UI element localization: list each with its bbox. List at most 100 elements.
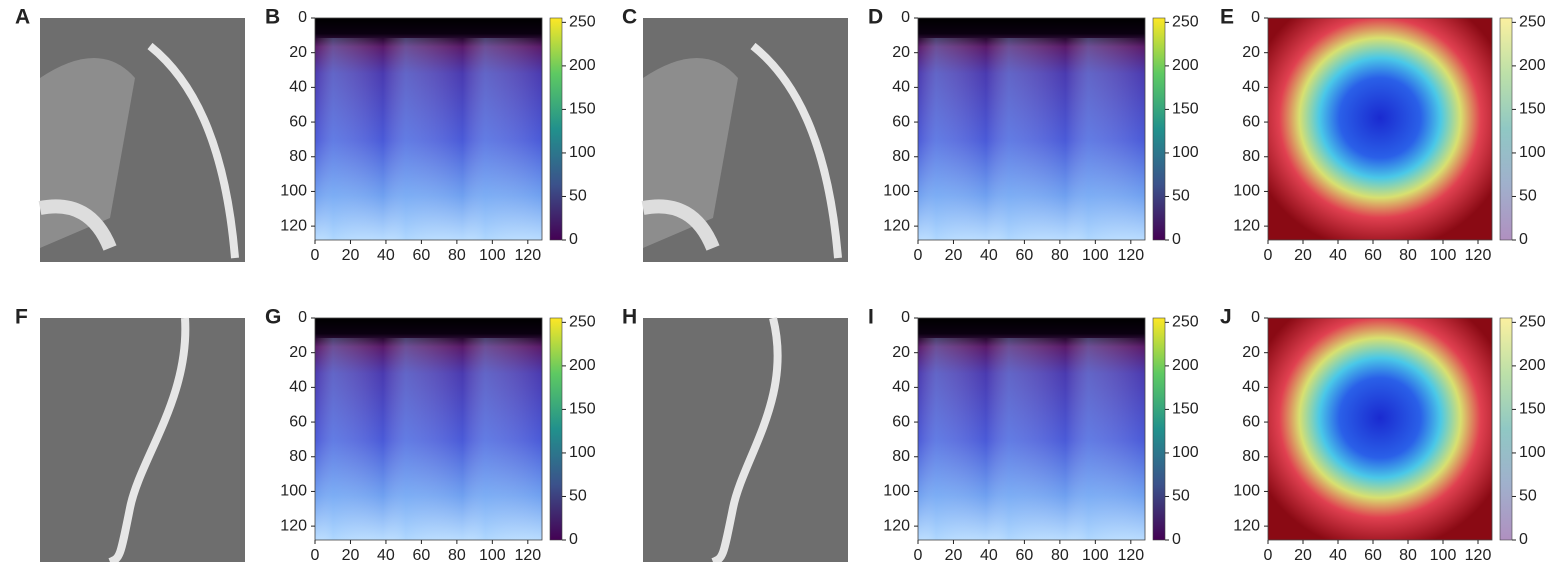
x-tick-label: 80 — [1051, 547, 1069, 562]
x-tick-label: 0 — [311, 547, 320, 562]
x-tick-label: 80 — [448, 547, 466, 562]
x-tick-label: 20 — [945, 247, 963, 264]
colorbar-tick-label: 100 — [1172, 444, 1199, 461]
y-tick-label: 120 — [1233, 217, 1260, 234]
x-tick-label: 40 — [1329, 547, 1347, 562]
y-tick-label: 40 — [289, 79, 307, 96]
x-tick-label: 100 — [1430, 547, 1457, 562]
y-tick-label: 80 — [1242, 448, 1260, 465]
y-tick-label: 80 — [892, 148, 910, 165]
y-tick-label: 120 — [1233, 517, 1260, 534]
grayscale-image — [38, 18, 245, 262]
y-tick-label: 20 — [892, 344, 910, 361]
x-tick-label: 120 — [1117, 547, 1144, 562]
y-tick-label: 40 — [289, 379, 307, 396]
heatmap — [1268, 318, 1492, 540]
vessel — [108, 317, 190, 562]
x-tick-label: 40 — [377, 247, 395, 264]
colorbar-tick-label: 0 — [1172, 531, 1181, 548]
image-bg — [40, 318, 245, 562]
colorbar-tick-label: 250 — [569, 14, 596, 31]
x-tick-label: 120 — [1465, 247, 1492, 264]
y-tick-label: 40 — [1242, 379, 1260, 396]
colorbar-tick-label: 100 — [1172, 144, 1199, 161]
y-tick-label: 60 — [892, 413, 910, 430]
y-tick-label: 100 — [1233, 483, 1260, 500]
colorbar-tick-label: 200 — [1172, 357, 1199, 374]
panel-label: D — [868, 6, 883, 29]
colorbar — [1499, 317, 1513, 541]
bone — [641, 199, 720, 251]
spectrogram-bands — [918, 38, 1145, 240]
y-tick-label: 20 — [892, 44, 910, 61]
y-tick-label: 40 — [892, 379, 910, 396]
colorbar-tick-label: 0 — [1519, 231, 1528, 248]
colorbar — [549, 317, 563, 541]
colorbar-tick-label: 0 — [569, 231, 578, 248]
colorbar-tick-label: 50 — [1519, 488, 1537, 505]
grayscale-image — [643, 317, 848, 562]
y-tick-label: 0 — [901, 309, 910, 326]
colorbar-tick-label: 200 — [1519, 57, 1546, 74]
x-tick-label: 20 — [945, 547, 963, 562]
colorbar-tick-label: 250 — [1519, 314, 1546, 331]
plot-frame — [314, 317, 543, 541]
colorbar-tick-label: 50 — [569, 188, 587, 205]
y-tick-label: 0 — [298, 309, 307, 326]
colorbar-tick-label: 100 — [569, 144, 596, 161]
x-tick-label: 20 — [342, 247, 360, 264]
x-tick-label: 40 — [1329, 247, 1347, 264]
y-tick-label: 120 — [883, 517, 910, 534]
colorbar-tick-label: 100 — [1519, 444, 1546, 461]
colorbar-tick-label: 0 — [1519, 531, 1528, 548]
y-tick-label: 60 — [1242, 413, 1260, 430]
x-tick-label: 100 — [1082, 247, 1109, 264]
x-tick-label: 80 — [1399, 547, 1417, 562]
x-tick-label: 60 — [1016, 247, 1034, 264]
panel-label: B — [265, 6, 280, 29]
x-tick-label: 60 — [1364, 247, 1382, 264]
colorbar — [549, 17, 563, 241]
colorbar-tick-label: 0 — [1172, 231, 1181, 248]
y-tick-label: 20 — [1242, 44, 1260, 61]
colorbar-tick-label: 150 — [1172, 401, 1199, 418]
y-tick-label: 0 — [298, 9, 307, 26]
x-tick-label: 120 — [1117, 247, 1144, 264]
colorbar — [1152, 317, 1166, 541]
grayscale-image — [641, 18, 848, 262]
y-tick-label: 60 — [289, 113, 307, 130]
colorbar-tick-label: 50 — [1519, 188, 1537, 205]
panel-label: A — [15, 6, 30, 29]
y-tick-label: 120 — [280, 217, 307, 234]
x-tick-label: 40 — [980, 247, 998, 264]
plot-frame — [917, 317, 1146, 541]
y-tick-label: 0 — [1251, 309, 1260, 326]
colorbar-tick-label: 100 — [1519, 144, 1546, 161]
image-bg — [643, 318, 848, 562]
colorbar-tick-label: 200 — [569, 357, 596, 374]
colorbar-tick-label: 150 — [1519, 401, 1546, 418]
colorbar-tick-label: 200 — [1172, 57, 1199, 74]
x-tick-label: 60 — [1016, 547, 1034, 562]
x-tick-label: 20 — [1294, 547, 1312, 562]
x-tick-label: 80 — [1399, 247, 1417, 264]
y-tick-label: 80 — [289, 448, 307, 465]
panel-label: H — [622, 306, 637, 329]
colorbar-tick-label: 50 — [569, 488, 587, 505]
vessel — [711, 317, 782, 562]
y-tick-label: 20 — [1242, 344, 1260, 361]
y-tick-label: 20 — [289, 44, 307, 61]
panel-label: J — [1220, 306, 1232, 329]
x-tick-label: 20 — [1294, 247, 1312, 264]
plot-frame — [1267, 17, 1493, 241]
x-tick-label: 60 — [413, 247, 431, 264]
x-tick-label: 80 — [448, 247, 466, 264]
y-tick-label: 40 — [1242, 79, 1260, 96]
y-tick-label: 100 — [883, 483, 910, 500]
x-tick-label: 60 — [1364, 547, 1382, 562]
colorbar-tick-label: 50 — [1172, 488, 1190, 505]
plot-frame — [1267, 317, 1493, 541]
spectrogram-bands — [315, 338, 542, 540]
y-tick-label: 0 — [901, 9, 910, 26]
